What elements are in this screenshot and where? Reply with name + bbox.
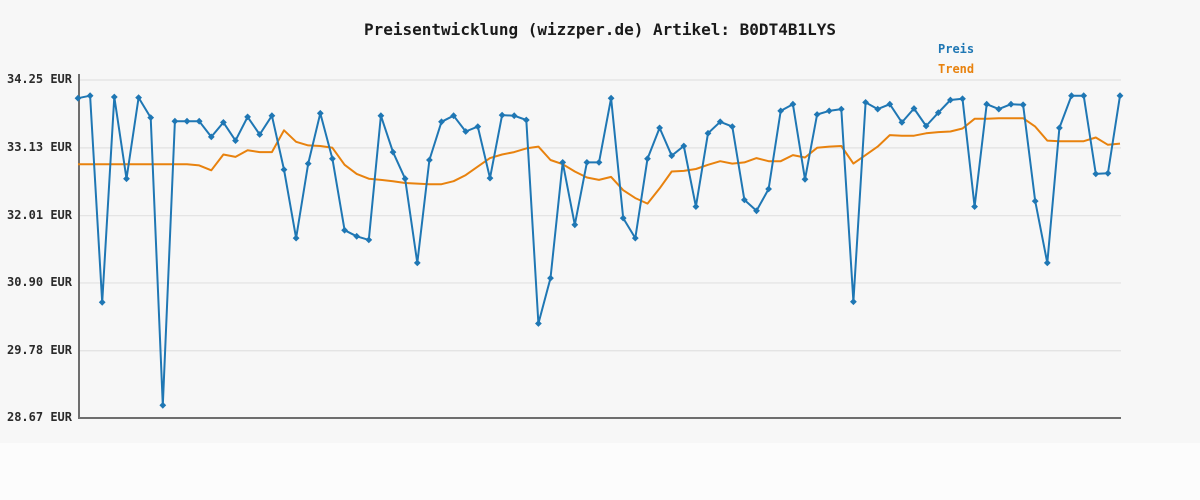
price-trend-plot [74,74,1124,419]
y-tick-label: 30.90 EUR [6,274,72,289]
y-tick-label: 28.67 EUR [6,410,72,424]
chart-region: Preisentwicklung (wizzper.de) Artikel: B… [6,20,1124,424]
y-tick-label: 29.78 EUR [6,342,72,357]
y-tick-label: 34.25 EUR [6,72,72,86]
trend-line [78,117,1121,205]
legend-item-preis: Preis [938,42,975,56]
y-tick-label: 33.13 EUR [6,139,72,154]
y-tick-label: 32.01 EUR [6,207,72,222]
chart-legend: Preis Trend [938,39,974,79]
chart-title: Preisentwicklung (wizzper.de) Artikel: B… [363,20,836,39]
legend-item-trend: Trend [938,62,975,76]
footer-region: Wizzper.de - B0DT4B1LYS [0,443,1200,500]
preis-markers [74,92,1124,409]
axes [78,74,1121,419]
